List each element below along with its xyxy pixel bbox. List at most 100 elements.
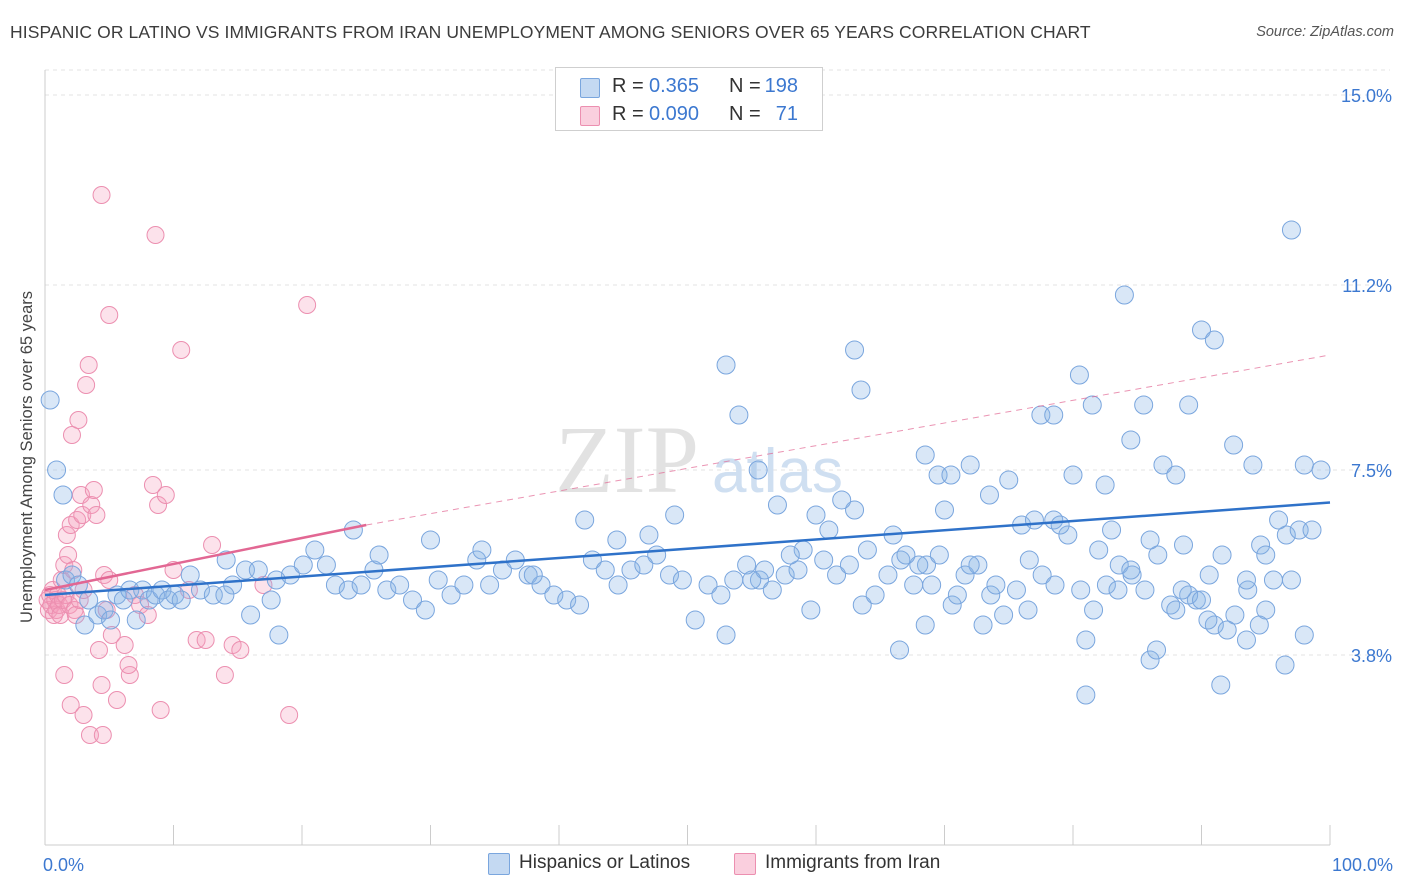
blue-point [1275, 655, 1295, 675]
blue-point [1212, 545, 1232, 565]
blue-point [101, 610, 121, 630]
blue-point [832, 490, 852, 510]
pink-point [107, 691, 126, 709]
pink-point [143, 476, 162, 494]
blue-point [139, 590, 159, 610]
blue-point [665, 505, 685, 525]
pink-point [100, 306, 119, 324]
blue-point [40, 390, 60, 410]
pink-legend-swatch [734, 853, 756, 875]
pink-point [131, 596, 150, 614]
blue-point [986, 575, 1006, 595]
trend-lines [44, 354, 1331, 597]
blue-point [621, 560, 641, 580]
pink-point [115, 636, 134, 654]
blue-point [47, 460, 67, 480]
blue-point [1063, 465, 1083, 485]
pink-point [172, 341, 191, 359]
blue-point [325, 575, 345, 595]
watermark-atlas: atlas [712, 437, 843, 506]
blue-point [960, 555, 980, 575]
pink-point [68, 511, 87, 529]
blue-point [1166, 600, 1186, 620]
blue-point [1249, 615, 1269, 635]
blue-point [1018, 600, 1038, 620]
y-axis-title: Unemployment Among Seniors over 65 years [18, 291, 36, 623]
legend-n-value: 71 [775, 103, 798, 125]
pink-point [77, 376, 96, 394]
legend-r-value: 0.090 [649, 103, 700, 125]
x-tick-label: 0.0% [43, 855, 84, 875]
blue-point [1084, 600, 1104, 620]
pink-point [51, 606, 70, 624]
series-legend: Hispanics or Latinos Immigrants from Ira… [0, 852, 1406, 876]
blue-point [126, 610, 146, 630]
legend-row-blue: R = 0.365 N = 198 [556, 73, 822, 101]
blue-point [215, 585, 235, 605]
blue-point [1135, 580, 1155, 600]
blue-point [1058, 525, 1078, 545]
pink-point [196, 631, 215, 649]
blue-point [737, 555, 757, 575]
blue-point [1114, 285, 1134, 305]
blue-point [755, 560, 775, 580]
blue-point [280, 565, 300, 585]
blue-point [1044, 510, 1064, 530]
axes [44, 70, 1331, 846]
blue-point [827, 565, 847, 585]
blue-point [421, 530, 440, 550]
blue-point [1224, 435, 1244, 455]
blue-point [698, 575, 718, 595]
blue-point [544, 585, 564, 605]
blue-point [293, 555, 313, 575]
pink-point [87, 506, 106, 524]
blue-point [851, 380, 871, 400]
blue-point [999, 470, 1019, 490]
legend-r-label: R = [612, 75, 644, 97]
blue-point [968, 555, 988, 575]
blue-point [890, 640, 910, 660]
blue-point [454, 575, 474, 595]
pink-point [93, 726, 112, 744]
pink-point [74, 706, 93, 724]
blue-point [1096, 575, 1116, 595]
blue-point [1294, 455, 1314, 475]
blue-point [819, 520, 839, 540]
blue-point [1121, 560, 1141, 580]
watermark-zip: ZIP [555, 406, 699, 513]
blue-point [518, 565, 538, 585]
y-tick-label: 15.0% [1341, 86, 1392, 106]
blue-point [1076, 630, 1096, 650]
blue-point [1069, 365, 1089, 385]
blue-point [1108, 580, 1128, 600]
blue-point [742, 570, 762, 590]
pink-point [149, 496, 168, 514]
blue-point [390, 575, 410, 595]
blue-point [1179, 585, 1199, 605]
blue-series-points [40, 220, 1331, 705]
blue-legend-label: Hispanics or Latinos [519, 852, 691, 873]
pink-point [61, 696, 80, 714]
blue-point [1174, 535, 1194, 555]
blue-point [1199, 565, 1219, 585]
pink-point [92, 186, 111, 204]
blue-point [672, 570, 692, 590]
blue-point [1024, 510, 1044, 530]
blue-point [1140, 530, 1160, 550]
blue-point [955, 565, 975, 585]
y-tick-label: 11.2% [1342, 276, 1392, 296]
blue-point [1045, 575, 1065, 595]
blue-point [716, 355, 736, 375]
blue-point [53, 485, 73, 505]
blue-point [1166, 465, 1186, 485]
blue-point [1204, 330, 1224, 350]
blue-point [1082, 395, 1102, 415]
y-tick-label: 3.8% [1351, 646, 1392, 666]
pink-point [280, 706, 299, 724]
blue-point [369, 545, 389, 565]
blue-point [960, 455, 980, 475]
blue-point [1198, 610, 1218, 630]
blue-point [1225, 605, 1245, 625]
blue-point [780, 545, 800, 565]
blue-point [1071, 580, 1091, 600]
